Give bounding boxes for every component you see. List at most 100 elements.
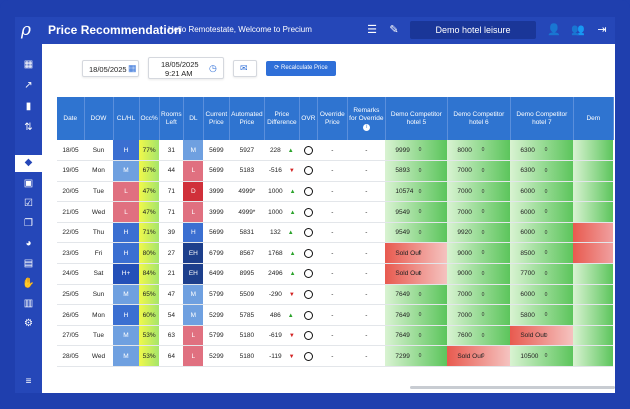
competitor-price-value: 8500 (520, 249, 535, 257)
competitor-sub-value: 0 (481, 188, 485, 195)
settings-icon[interactable]: ⚙ (24, 318, 33, 329)
date-picker[interactable]: 18/05/2025 ▦ (82, 60, 139, 77)
datetime-picker[interactable]: 18/05/2025 9:21 AM ◷ (148, 57, 224, 79)
competitor-sub-value: 0 (418, 188, 422, 195)
competitor-price-cell: 6000 0 (510, 181, 574, 203)
table-row[interactable]: 27/05 Tue M 53% 63 L 5799 5180 -619 ▼ - - 7649 0 7600 0… (57, 325, 614, 347)
override-radio[interactable] (303, 331, 313, 341)
remarks-cell: - (347, 242, 386, 265)
table-row[interactable]: 21/05 Wed L 47% 71 L 3999 4999* 1000 ▲ - -9549 0 7000… (57, 201, 614, 223)
ovr-cell (299, 284, 318, 306)
override-radio[interactable] (303, 228, 313, 238)
date-cell: 26/05 (57, 304, 84, 326)
rooms-left-cell: 71 (159, 181, 184, 203)
menu-icon[interactable]: ≡ (25, 376, 32, 387)
table-row[interactable]: 23/05 Fri H 80% 27 EH 6799 8567 1768 ▲ - - Sold Out 0… (57, 242, 614, 265)
rooms-left-cell: 31 (159, 140, 184, 162)
table-row[interactable]: 25/05 Sun M 65% 47 M 5799 5509 -290 ▼ - -7649 0 7000 0… (57, 284, 614, 306)
users-icon[interactable]: 👥 (571, 24, 585, 36)
competitor-price-value: 5893 (395, 167, 410, 175)
pencil-icon[interactable]: ✎ (389, 24, 399, 36)
clock-icon[interactable]: ◷ (209, 63, 217, 73)
clhl-cell: H (113, 304, 139, 326)
competitor-partial-cell (573, 263, 614, 285)
horizontal-scrollbar[interactable] (410, 386, 615, 389)
logout-icon[interactable]: ⇥ (597, 24, 607, 36)
competitor-price-value: 9549 (395, 229, 410, 237)
automated-price-cell: 4999* (229, 181, 265, 203)
override-radio[interactable] (303, 269, 313, 279)
bar-chart-icon[interactable]: ▮ (25, 101, 32, 112)
override-radio[interactable] (303, 186, 313, 196)
sort-icon[interactable]: ⇅ (24, 122, 33, 133)
table-row[interactable]: 18/05 Sun H 77% 31 M 5699 5927 228 ▲ - -9999 0 8000 0 6… (57, 140, 614, 162)
clhl-cell: H (113, 140, 139, 162)
competitor-sub-value: 0 (481, 332, 485, 339)
competitor-price-value: 6000 (520, 290, 535, 298)
user-gear-icon[interactable]: 👤 (547, 24, 561, 36)
list-icon[interactable]: ☰ (367, 24, 377, 36)
occupancy-cell: 80% (139, 242, 160, 265)
competitor-price-cell: 9999 0 (385, 140, 448, 162)
override-radio[interactable] (303, 248, 313, 258)
table-row[interactable]: 26/05 Mon H 60% 54 M 5299 5785 486 ▲ - -7649 0 7000 0 5… (57, 304, 614, 326)
email-button[interactable]: ✉ (233, 60, 257, 77)
table-row[interactable]: 28/05 Wed M 53% 64 L 5299 5180 -119 ▼ - -7299 0 Sold … (57, 345, 614, 368)
rooms-left-cell: 27 (159, 242, 184, 265)
ovr-cell (299, 263, 318, 285)
competitor-price-cell: 7000 0 (447, 160, 511, 182)
override-radio[interactable] (303, 310, 313, 320)
report-icon[interactable]: ▤ (23, 258, 34, 269)
competitor-sub-value: 0 (481, 168, 485, 175)
trend-icon[interactable]: ↗ (24, 80, 33, 91)
override-radio[interactable] (303, 207, 313, 217)
ovr-cell (299, 222, 318, 244)
arrow-up-icon: ▲ (289, 209, 296, 216)
dashboard-icon[interactable]: ▦ (23, 59, 34, 70)
competitor-price-value: 7649 (395, 290, 410, 298)
calendar-icon[interactable]: ▣ (23, 178, 34, 189)
override-radio[interactable] (303, 145, 313, 155)
occupancy-cell: 60% (139, 304, 160, 326)
recalculate-price-button[interactable]: ⟳ Recalculate Price (266, 61, 336, 76)
calendar-check-icon[interactable]: ☑ (24, 198, 33, 209)
price-difference-value: 1000 (268, 187, 283, 195)
competitor-price-value: Sold Out (395, 249, 421, 257)
override-radio[interactable] (303, 351, 313, 361)
rooms-left-cell: 47 (159, 284, 184, 306)
competitor-sub-value: 0 (418, 353, 422, 360)
copy-icon[interactable]: ❐ (24, 218, 33, 229)
date-cell: 18/05 (57, 140, 84, 162)
info-icon[interactable]: i (363, 123, 371, 131)
hotel-selector[interactable]: Demo hotel leisure (410, 21, 536, 39)
clhl-cell: L (113, 181, 139, 203)
competitor-price-value: 10574 (395, 187, 414, 195)
clhl-cell: H+ (113, 263, 139, 285)
occupancy-cell: 65% (139, 284, 160, 306)
pie-chart-icon[interactable]: ◕ (25, 238, 32, 249)
table-row[interactable]: 22/05 Thu H 71% 39 H 5699 5831 132 ▲ - -9549 0 9920 0 6… (57, 222, 614, 244)
table-row[interactable]: 19/05 Mon M 67% 44 L 5699 5183 -516 ▼ - - 5893 0 7000 0… (57, 160, 614, 182)
date-cell: 22/05 (57, 222, 84, 244)
competitor-price-value: 7000 (457, 208, 472, 216)
competitor-partial-cell (573, 222, 614, 244)
competitor-price-cell: 7000 0 (447, 284, 511, 306)
price-difference-value: -119 (269, 352, 282, 360)
override-radio[interactable] (303, 166, 313, 176)
document-icon[interactable]: ▥ (23, 298, 34, 309)
override-radio[interactable] (303, 289, 313, 299)
dl-cell: M (183, 304, 204, 326)
tag-icon[interactable]: ◆ (24, 157, 33, 168)
date-cell: 28/05 (57, 345, 84, 368)
table-row[interactable]: 20/05 Tue L 47% 71 D 3999 4999* 1000 ▲ - -10574 0 700… (57, 181, 614, 203)
table-row[interactable]: 24/05 Sat H+ 84% 21 EH 6499 8995 2496 ▲ - - Sold Out… (57, 263, 614, 285)
competitor-sub-value: 0 (481, 353, 485, 360)
column-header: Demo Competitor hotel 6 (447, 97, 511, 140)
dl-cell: M (183, 140, 204, 162)
competitor-partial-cell (573, 325, 614, 347)
competitor-price-value: Sold Out (395, 270, 421, 278)
automated-price-cell: 5183 (229, 160, 265, 182)
hand-dollar-icon[interactable]: ✋ (22, 278, 35, 289)
calendar-icon[interactable]: ▦ (128, 63, 137, 73)
competitor-sub-value: 0 (544, 271, 548, 278)
